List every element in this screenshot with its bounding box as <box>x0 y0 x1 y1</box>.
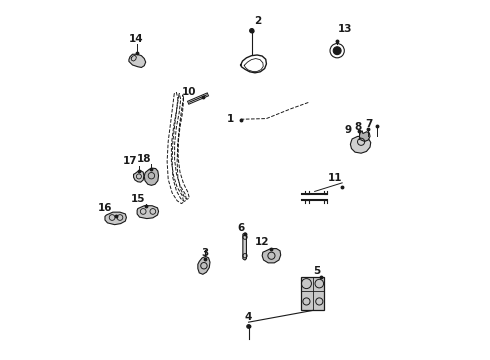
Polygon shape <box>359 131 370 141</box>
Polygon shape <box>243 233 246 260</box>
Polygon shape <box>144 168 159 185</box>
Text: 11: 11 <box>328 173 342 183</box>
Text: 10: 10 <box>182 87 197 98</box>
Polygon shape <box>129 54 146 67</box>
Text: 5: 5 <box>314 266 321 276</box>
Polygon shape <box>105 212 126 225</box>
Text: 17: 17 <box>122 157 137 166</box>
Text: 4: 4 <box>245 312 252 322</box>
Text: 16: 16 <box>98 203 112 213</box>
Ellipse shape <box>333 47 341 55</box>
Text: 7: 7 <box>365 119 372 129</box>
Polygon shape <box>198 256 210 274</box>
Text: 9: 9 <box>344 125 351 135</box>
Text: 6: 6 <box>237 223 245 233</box>
Text: 12: 12 <box>255 237 270 247</box>
Text: 18: 18 <box>137 154 151 164</box>
Text: 3: 3 <box>201 248 209 258</box>
Polygon shape <box>137 206 159 219</box>
Text: 1: 1 <box>227 114 234 124</box>
Text: 8: 8 <box>354 122 362 132</box>
Text: 14: 14 <box>129 34 144 44</box>
Polygon shape <box>262 249 281 263</box>
Text: 2: 2 <box>254 16 261 26</box>
Text: 15: 15 <box>131 194 146 204</box>
Polygon shape <box>301 277 323 310</box>
Text: 13: 13 <box>338 23 352 33</box>
Ellipse shape <box>249 28 254 33</box>
Ellipse shape <box>247 325 250 328</box>
Polygon shape <box>350 136 371 153</box>
Polygon shape <box>134 171 144 182</box>
